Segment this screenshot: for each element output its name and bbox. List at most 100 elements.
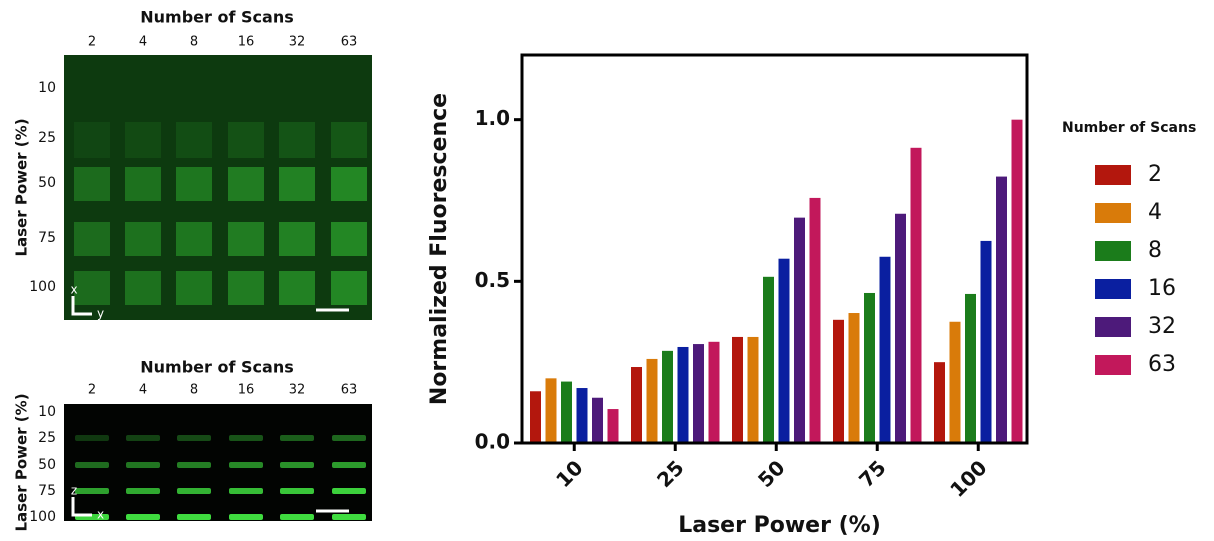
legend-swatch (1095, 355, 1131, 375)
axis-arrow-label: x (97, 508, 104, 522)
bar (910, 147, 922, 443)
bar (864, 292, 875, 443)
exposed-square (279, 122, 315, 158)
legend-swatch (1095, 317, 1131, 337)
x-tick-label: 100 (945, 455, 991, 501)
row-label: 10 (38, 80, 56, 96)
exposed-square (279, 167, 315, 201)
bar (576, 388, 588, 443)
column-label: 2 (88, 383, 96, 398)
exposed-line (229, 462, 263, 468)
row-label: 25 (38, 130, 56, 146)
bar (662, 350, 673, 443)
panel-title: Number of Scans (140, 8, 293, 27)
bar (879, 256, 891, 443)
exposed-line (280, 435, 314, 441)
exposed-line (332, 462, 366, 468)
bar (677, 346, 689, 443)
exposed-square (331, 167, 367, 201)
bar (848, 313, 860, 443)
exposed-line (332, 435, 366, 441)
exposed-line (229, 488, 263, 494)
legend-swatch (1095, 203, 1131, 223)
exposed-square (125, 122, 161, 158)
bar (1011, 119, 1023, 444)
column-label: 32 (289, 383, 306, 398)
exposed-line (229, 514, 263, 520)
bar (545, 378, 557, 443)
bar (895, 213, 906, 443)
exposed-line (177, 462, 211, 468)
legend-label: 2 (1148, 162, 1162, 187)
legend-swatch (1095, 279, 1131, 299)
exposed-square (228, 271, 264, 305)
exposed-square (331, 222, 367, 256)
bar (934, 362, 945, 443)
bar (794, 217, 805, 443)
row-label: 100 (29, 279, 56, 295)
x-axis-label: Laser Power (%) (678, 513, 881, 538)
column-label: 4 (139, 383, 147, 398)
exposed-square (228, 122, 264, 158)
bar (763, 276, 774, 443)
x-tick-label: 25 (652, 455, 689, 492)
exposed-line (126, 435, 160, 441)
microscopy-image (64, 404, 372, 521)
exposed-square (228, 167, 264, 201)
row-label: 50 (38, 175, 56, 191)
bar (708, 341, 720, 443)
exposed-square (176, 167, 212, 201)
bar (646, 358, 658, 443)
legend-label: 63 (1148, 352, 1176, 377)
y-tick-label: 1.0 (475, 106, 510, 130)
legend-label: 16 (1148, 276, 1176, 301)
legend-title: Number of Scans (1062, 120, 1196, 136)
legend-label: 4 (1148, 200, 1162, 225)
row-label: 100 (29, 509, 56, 525)
exposed-square (176, 222, 212, 256)
exposed-line (229, 435, 263, 441)
column-label: 2 (88, 35, 96, 50)
x-tick-label: 50 (753, 455, 790, 492)
axis-arrow (71, 296, 92, 316)
panel-y-label: Laser Power (%) (13, 118, 31, 256)
legend-swatch (1095, 241, 1131, 261)
x-tick-label: 75 (854, 455, 891, 492)
exposed-square (279, 271, 315, 305)
exposed-line (332, 514, 366, 520)
exposed-square (331, 122, 367, 158)
column-label: 16 (238, 383, 255, 398)
column-label: 4 (139, 35, 147, 50)
exposed-line (177, 488, 211, 494)
panel-y-label: Laser Power (%) (13, 393, 31, 531)
bar (833, 319, 844, 443)
y-tick-label: 0.0 (475, 430, 510, 454)
legend-label: 8 (1148, 238, 1162, 263)
bar (747, 336, 759, 443)
exposed-square (125, 222, 161, 256)
bar (693, 344, 704, 443)
exposed-square (176, 271, 212, 305)
column-label: 63 (341, 35, 358, 50)
bar (631, 367, 642, 443)
y-axis-label: Normalized Fluorescence (427, 93, 452, 405)
axis-arrow-label: x (70, 283, 77, 297)
exposed-line (75, 435, 109, 441)
bar (996, 176, 1007, 443)
bar (530, 391, 541, 443)
bar (607, 409, 619, 443)
row-label: 10 (38, 404, 56, 420)
bar (949, 321, 961, 443)
exposed-square (331, 271, 367, 305)
row-label: 50 (38, 457, 56, 473)
exposed-line (177, 514, 211, 520)
exposed-square (74, 271, 110, 305)
axis-arrow (71, 497, 92, 517)
bar (965, 293, 976, 443)
bar (561, 381, 572, 443)
bar (809, 197, 821, 443)
row-label: 75 (38, 483, 56, 499)
bar (732, 336, 743, 443)
row-label: 25 (38, 430, 56, 446)
exposed-square (74, 122, 110, 158)
